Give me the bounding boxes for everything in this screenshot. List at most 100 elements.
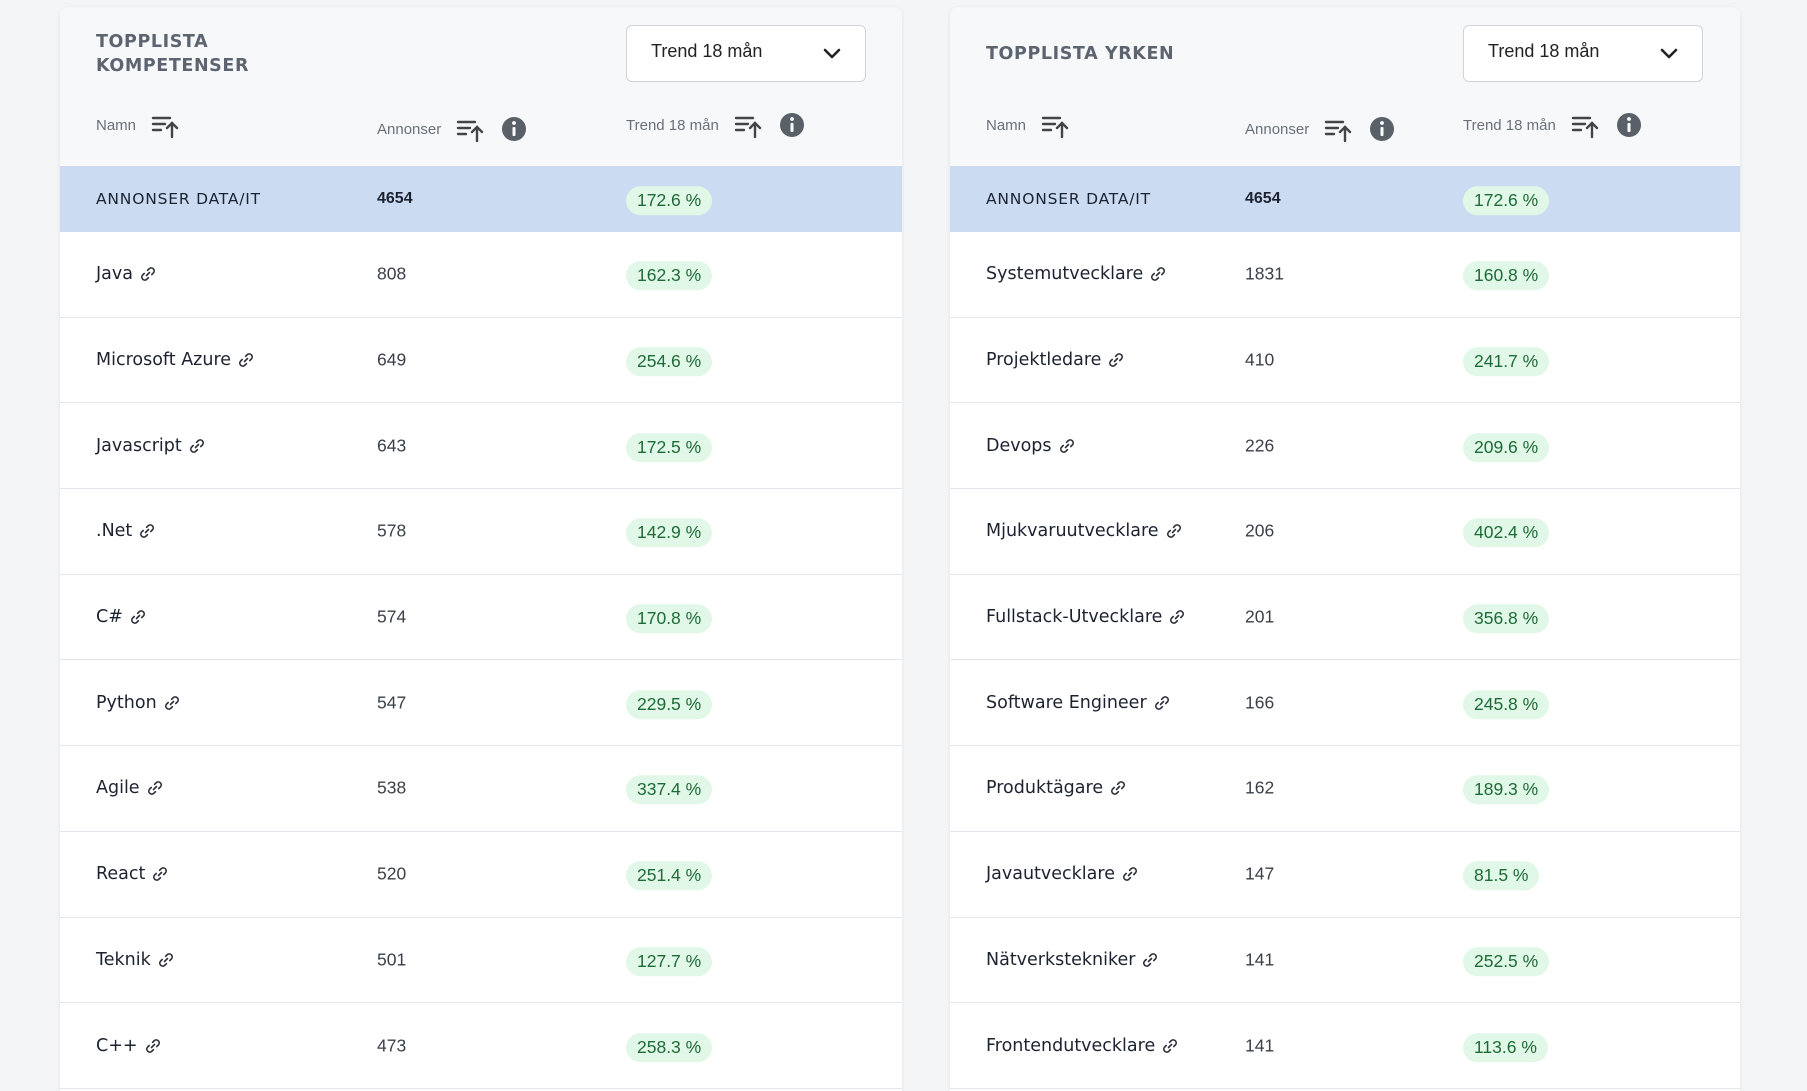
row-count: 166 [1245, 692, 1275, 713]
row-name-link[interactable]: Agile [96, 778, 164, 798]
row-count: 578 [377, 520, 407, 541]
column-header-count: Annonser [377, 115, 527, 143]
row-name-link[interactable]: Javascript [96, 436, 206, 456]
row-name-link[interactable]: Fullstack-Utvecklare [986, 607, 1186, 627]
trend-badge: 337.4 % [626, 775, 713, 805]
sort-ascending-icon[interactable] [150, 111, 180, 139]
link-icon[interactable] [1161, 1037, 1179, 1055]
column-header-name: Namn [96, 111, 180, 139]
panel-header: TOPPLISTA YRKEN Trend 18 mån Namn Annons… [950, 7, 1740, 166]
sort-ascending-icon[interactable] [455, 115, 485, 143]
row-name: Teknik [96, 949, 151, 970]
row-name-link[interactable]: Devops [986, 436, 1076, 456]
row-name-link[interactable]: Produktägare [986, 778, 1127, 798]
link-icon[interactable] [1107, 351, 1125, 369]
row-name: Produktägare [986, 778, 1104, 799]
panel-header: TOPPLISTA KOMPETENSER Trend 18 mån Namn … [60, 7, 902, 166]
row-name: Systemutvecklare [986, 264, 1144, 285]
link-icon[interactable] [163, 694, 181, 712]
sort-ascending-icon[interactable] [733, 111, 763, 139]
trend-badge: 258.3 % [626, 1032, 713, 1062]
dropdown-selected-value: Trend 18 mån [1488, 41, 1600, 61]
row-name-link[interactable]: Javautvecklare [986, 864, 1139, 884]
link-icon[interactable] [157, 951, 175, 969]
row-name-link[interactable]: Teknik [96, 950, 175, 970]
row-name-link[interactable]: Python [96, 693, 181, 713]
row-name-link[interactable]: Software Engineer [986, 693, 1171, 713]
trend-badge: 241.7 % [1463, 347, 1550, 377]
sort-ascending-icon[interactable] [1323, 115, 1353, 143]
trend-badge: 209.6 % [1463, 432, 1550, 462]
row-name-link[interactable]: Microsoft Azure [96, 350, 255, 370]
trend-badge: 229.5 % [626, 690, 713, 720]
column-label-name: Namn [986, 116, 1027, 134]
table-row: Agile 538 337.4 % [60, 746, 902, 832]
link-icon[interactable] [1149, 265, 1167, 283]
row-name: .Net [96, 521, 133, 542]
table-row: Microsoft Azure 649 254.6 % [60, 318, 902, 404]
row-name-link[interactable]: Java [96, 264, 157, 284]
link-icon[interactable] [1109, 779, 1127, 797]
column-label-count: Annonser [377, 120, 442, 138]
row-count: 643 [377, 435, 407, 456]
row-count: 162 [1245, 777, 1275, 798]
link-icon[interactable] [1165, 522, 1183, 540]
link-icon[interactable] [1153, 694, 1171, 712]
link-icon[interactable] [1168, 608, 1186, 626]
info-icon[interactable] [779, 112, 805, 138]
row-name-link[interactable]: .Net [96, 521, 156, 541]
row-name-link[interactable]: Systemutvecklare [986, 264, 1167, 284]
link-icon[interactable] [138, 522, 156, 540]
row-name-link[interactable]: Nätverkstekniker [986, 950, 1159, 970]
row-name: C# [96, 607, 123, 628]
link-icon[interactable] [129, 608, 147, 626]
chevron-down-icon [823, 48, 841, 58]
link-icon[interactable] [151, 865, 169, 883]
column-header-name: Namn [986, 111, 1070, 139]
table-row: Frontendutvecklare 141 113.6 % [950, 1003, 1740, 1089]
row-count: 1831 [1245, 263, 1284, 284]
link-icon[interactable] [188, 437, 206, 455]
row-name-link[interactable]: C++ [96, 1036, 162, 1056]
table-row: .Net 578 142.9 % [60, 489, 902, 575]
link-icon[interactable] [139, 265, 157, 283]
total-row: ANNONSER DATA/IT 4654 172.6 % [950, 166, 1740, 232]
occupations-table: ANNONSER DATA/IT 4654 172.6 % Systemutve… [950, 166, 1740, 1089]
trend-badge: 162.3 % [626, 261, 713, 291]
sort-ascending-icon[interactable] [1040, 111, 1070, 139]
info-icon[interactable] [501, 116, 527, 142]
row-name: Agile [96, 778, 140, 799]
row-name: Nätverkstekniker [986, 949, 1136, 970]
link-icon[interactable] [1141, 951, 1159, 969]
link-icon[interactable] [237, 351, 255, 369]
trend-badge: 402.4 % [1463, 518, 1550, 548]
trend-badge: 356.8 % [1463, 604, 1550, 634]
row-name-link[interactable]: C# [96, 607, 147, 627]
sort-ascending-icon[interactable] [1570, 111, 1600, 139]
link-icon[interactable] [1058, 437, 1076, 455]
link-icon[interactable] [144, 1037, 162, 1055]
info-icon[interactable] [1369, 116, 1395, 142]
row-count: 574 [377, 606, 407, 627]
row-name-link[interactable]: Projektledare [986, 350, 1125, 370]
panel-title: TOPPLISTA YRKEN [986, 44, 1175, 64]
link-icon[interactable] [1121, 865, 1139, 883]
trend-badge: 113.6 % [1463, 1032, 1548, 1062]
column-label-name: Namn [96, 116, 137, 134]
row-name-link[interactable]: Mjukvaruutvecklare [986, 521, 1183, 541]
column-label-count: Annonser [1245, 120, 1310, 138]
row-name-link[interactable]: Frontendutvecklare [986, 1036, 1179, 1056]
row-name-link[interactable]: React [96, 864, 169, 884]
trend-period-dropdown[interactable]: Trend 18 mån [626, 25, 866, 82]
info-icon[interactable] [1616, 112, 1642, 138]
table-row: Mjukvaruutvecklare 206 402.4 % [950, 489, 1740, 575]
trend-badge: 251.4 % [626, 861, 713, 891]
row-name: Microsoft Azure [96, 350, 232, 371]
row-count: 226 [1245, 435, 1275, 456]
table-row: Java 808 162.3 % [60, 232, 902, 318]
trend-period-dropdown[interactable]: Trend 18 mån [1463, 25, 1703, 82]
row-count: 501 [377, 949, 407, 970]
row-count: 206 [1245, 520, 1275, 541]
row-name: Javautvecklare [986, 864, 1115, 885]
link-icon[interactable] [146, 779, 164, 797]
